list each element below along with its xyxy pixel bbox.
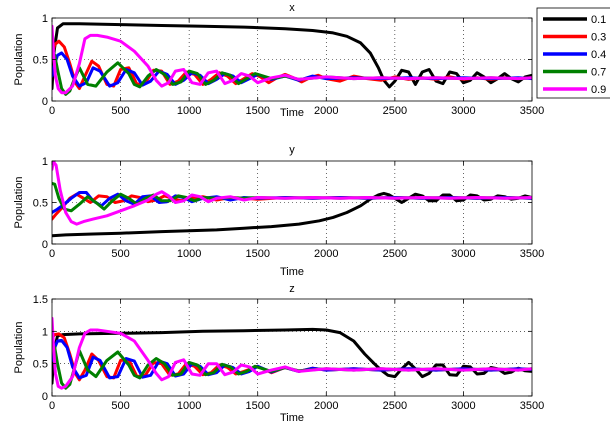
x-tick-label: 1000 xyxy=(177,248,201,260)
x-tick-label: 2500 xyxy=(383,248,407,260)
x-tick-label: 1500 xyxy=(245,400,269,412)
x-tick-label: 2000 xyxy=(314,105,338,117)
x-tick-label: 3500 xyxy=(520,105,544,117)
x-tick-label: 1500 xyxy=(245,105,269,117)
x-tick-label: 1000 xyxy=(177,400,201,412)
x-axis-label: Time xyxy=(280,412,304,424)
x-tick-label: 1500 xyxy=(245,248,269,260)
x-tick-label: 3000 xyxy=(451,105,475,117)
y-tick-label: 0 xyxy=(42,391,48,403)
y-axis-label: Population xyxy=(13,34,25,86)
x-tick-label: 3500 xyxy=(520,248,544,260)
chart-panel-y: 0 500 1000 1500 2000 2500 3000 3500 0 0.5 1 y Time Po… xyxy=(13,144,544,278)
x-axis-label: Time xyxy=(280,107,304,119)
chart-panel-z: 0 500 1000 1500 2000 2500 3000 3500 0 0.5 1 1.5 z Tim… xyxy=(13,283,544,424)
chart-panel-x: 0 500 1000 1500 2000 2500 3000 3500 0 0.5 1 x Time Po… xyxy=(13,2,544,119)
y-axis-label: Population xyxy=(13,177,25,229)
series-group xyxy=(52,161,532,238)
legend-label-0.7: 0.7 xyxy=(591,67,606,79)
chart-title: z xyxy=(289,283,295,295)
axes-box xyxy=(51,298,533,397)
grid xyxy=(52,18,532,101)
legend-label-0.1: 0.1 xyxy=(591,14,606,26)
y-tick-label: 0.5 xyxy=(33,359,48,371)
x-tick-label: 500 xyxy=(111,400,129,412)
y-tick-label: 0 xyxy=(42,239,48,251)
x-tick-label: 3500 xyxy=(520,400,544,412)
series-group xyxy=(52,22,532,96)
x-tick-label: 0 xyxy=(49,248,55,260)
series-line-0.9 xyxy=(52,24,532,95)
series-line-0.9 xyxy=(52,161,532,226)
x-axis-label: Time xyxy=(280,266,304,278)
x-tick-label: 2500 xyxy=(383,105,407,117)
x-tick-label: 3000 xyxy=(451,400,475,412)
y-tick-label: 1.5 xyxy=(33,294,48,306)
chart-title: x xyxy=(289,2,295,14)
legend-label-0.4: 0.4 xyxy=(591,49,606,61)
plot-area xyxy=(52,299,532,396)
y-axis-label: Population xyxy=(13,322,25,374)
y-tick-label: 0 xyxy=(42,96,48,108)
series-line-0.1 xyxy=(52,22,532,90)
x-tick-label: 2000 xyxy=(314,400,338,412)
legend: 0.1 0.3 0.4 0.7 0.9 xyxy=(536,7,610,99)
x-tick-label: 2500 xyxy=(383,400,407,412)
x-tick-label: 3000 xyxy=(451,248,475,260)
x-tick-label: 0 xyxy=(49,400,55,412)
x-tick-label: 1000 xyxy=(177,105,201,117)
y-tick-label: 1 xyxy=(42,156,48,168)
x-tick-label: 500 xyxy=(111,105,129,117)
x-tick-label: 500 xyxy=(111,248,129,260)
y-tick-label: 0.5 xyxy=(33,198,48,210)
y-tick-label: 1 xyxy=(42,13,48,25)
y-tick-label: 1 xyxy=(42,326,48,338)
series-line-0.9 xyxy=(52,316,532,390)
series-group xyxy=(52,316,532,390)
legend-label-0.9: 0.9 xyxy=(591,84,606,96)
x-tick-label: 0 xyxy=(49,105,55,117)
series-line-0.1 xyxy=(52,191,532,238)
y-tick-label: 0.5 xyxy=(33,55,48,67)
legend-label-0.3: 0.3 xyxy=(591,32,606,44)
chart-title: y xyxy=(289,144,295,156)
x-tick-label: 2000 xyxy=(314,248,338,260)
